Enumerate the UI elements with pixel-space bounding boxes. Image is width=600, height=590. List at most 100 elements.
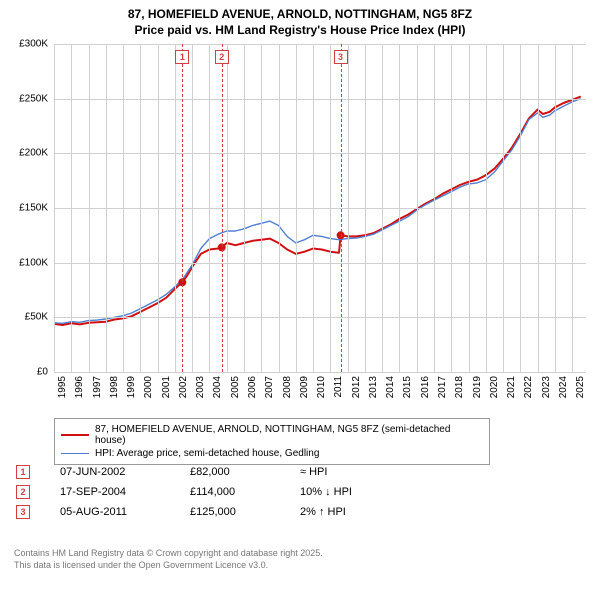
x-tick-label: 2022 <box>523 376 534 398</box>
x-tick-label: 1999 <box>126 376 137 398</box>
sales-row: 217-SEP-2004£114,00010% ↓ HPI <box>0 482 600 502</box>
x-gridline <box>538 44 539 372</box>
x-gridline <box>227 44 228 372</box>
x-gridline <box>469 44 470 372</box>
x-tick-label: 2019 <box>472 376 483 398</box>
x-tick-label: 2006 <box>247 376 258 398</box>
x-tick-label: 2000 <box>143 376 154 398</box>
x-tick-label: 2015 <box>402 376 413 398</box>
sales-row: 3 05-AUG-2011£125,0002% ↑ HPI <box>0 502 600 522</box>
x-tick-label: 2005 <box>230 376 241 398</box>
x-tick-label: 2012 <box>351 376 362 398</box>
y-gridline <box>54 208 586 209</box>
x-tick-label: 1997 <box>92 376 103 398</box>
x-gridline <box>503 44 504 372</box>
x-gridline <box>123 44 124 372</box>
sales-row-date: 17-SEP-2004 <box>60 486 190 498</box>
x-tick-label: 2017 <box>437 376 448 398</box>
license-line-2: This data is licensed under the Open Gov… <box>14 560 323 572</box>
x-gridline <box>192 44 193 372</box>
y-tick-label: £0 <box>0 367 48 378</box>
sales-table: 1 07-JUN-2002£82,000≈ HPI 2 17-SEP-2004£114… <box>0 462 600 522</box>
x-gridline <box>261 44 262 372</box>
x-gridline <box>434 44 435 372</box>
sale-marker-box: 1 <box>175 50 189 64</box>
x-gridline <box>348 44 349 372</box>
x-tick-label: 2002 <box>178 376 189 398</box>
x-gridline <box>279 44 280 372</box>
y-gridline <box>54 99 586 100</box>
legend-swatch <box>61 434 89 436</box>
x-tick-label: 2013 <box>368 376 379 398</box>
y-tick-label: £250K <box>0 93 48 104</box>
y-tick-label: £100K <box>0 257 48 268</box>
x-tick-label: 2020 <box>489 376 500 398</box>
sale-marker-box: 3 <box>334 50 348 64</box>
x-tick-label: 2008 <box>282 376 293 398</box>
sales-row-price: £82,000 <box>190 466 300 478</box>
y-gridline <box>54 153 586 154</box>
title-line-2: Price paid vs. HM Land Registry's House … <box>10 22 590 38</box>
x-gridline <box>417 44 418 372</box>
x-gridline <box>330 44 331 372</box>
x-gridline <box>399 44 400 372</box>
x-tick-label: 2016 <box>420 376 431 398</box>
sales-row: 1 07-JUN-2002£82,000≈ HPI <box>0 462 600 482</box>
x-tick-label: 2024 <box>558 376 569 398</box>
x-gridline <box>365 44 366 372</box>
legend: 87, HOMEFIELD AVENUE, ARNOLD, NOTTINGHAM… <box>54 418 490 465</box>
x-gridline <box>158 44 159 372</box>
sales-row-price: £125,000 <box>190 506 300 518</box>
plot-area <box>54 44 586 372</box>
x-gridline <box>89 44 90 372</box>
chart-container: 87, HOMEFIELD AVENUE, ARNOLD, NOTTINGHAM… <box>0 0 600 590</box>
sales-row-marker: 1 <box>16 465 30 479</box>
x-gridline <box>140 44 141 372</box>
x-tick-label: 2007 <box>264 376 275 398</box>
sales-row-delta: 2% ↑ HPI <box>300 506 600 518</box>
x-tick-label: 1995 <box>57 376 68 398</box>
sales-row-date: 05-AUG-2011 <box>60 506 190 518</box>
sales-row-delta: ≈ HPI <box>300 466 600 478</box>
sales-row-price: £114,000 <box>190 486 300 498</box>
x-tick-label: 2023 <box>541 376 552 398</box>
x-tick-label: 2009 <box>299 376 310 398</box>
x-gridline <box>520 44 521 372</box>
x-gridline <box>71 44 72 372</box>
series-price_paid <box>54 97 581 326</box>
x-tick-label: 2025 <box>575 376 586 398</box>
chart-title: 87, HOMEFIELD AVENUE, ARNOLD, NOTTINGHAM… <box>0 0 600 40</box>
sale-marker-line <box>182 44 183 372</box>
license-text: Contains HM Land Registry data © Crown c… <box>0 548 337 571</box>
legend-label: 87, HOMEFIELD AVENUE, ARNOLD, NOTTINGHAM… <box>95 424 483 446</box>
y-gridline <box>54 372 586 373</box>
y-gridline <box>54 263 586 264</box>
x-gridline <box>106 44 107 372</box>
y-tick-label: £300K <box>0 39 48 50</box>
x-gridline <box>555 44 556 372</box>
x-tick-label: 2018 <box>454 376 465 398</box>
x-tick-label: 2021 <box>506 376 517 398</box>
x-tick-label: 1998 <box>109 376 120 398</box>
sales-row-marker: 3 <box>16 505 30 519</box>
sale-marker-line <box>341 44 342 372</box>
legend-label: HPI: Average price, semi-detached house,… <box>95 448 319 459</box>
x-tick-label: 2010 <box>316 376 327 398</box>
x-tick-label: 2001 <box>161 376 172 398</box>
x-gridline <box>54 44 55 372</box>
x-gridline <box>244 44 245 372</box>
x-gridline <box>451 44 452 372</box>
sales-row-marker: 2 <box>16 485 30 499</box>
sales-row-date: 07-JUN-2002 <box>60 466 190 478</box>
legend-item: HPI: Average price, semi-detached house,… <box>61 447 483 460</box>
y-gridline <box>54 317 586 318</box>
y-gridline <box>54 44 586 45</box>
x-tick-label: 1996 <box>74 376 85 398</box>
y-tick-label: £50K <box>0 312 48 323</box>
sale-marker-line <box>222 44 223 372</box>
series-hpi <box>54 99 581 324</box>
title-line-1: 87, HOMEFIELD AVENUE, ARNOLD, NOTTINGHAM… <box>10 6 590 22</box>
y-tick-label: £200K <box>0 148 48 159</box>
x-gridline <box>382 44 383 372</box>
x-gridline <box>486 44 487 372</box>
